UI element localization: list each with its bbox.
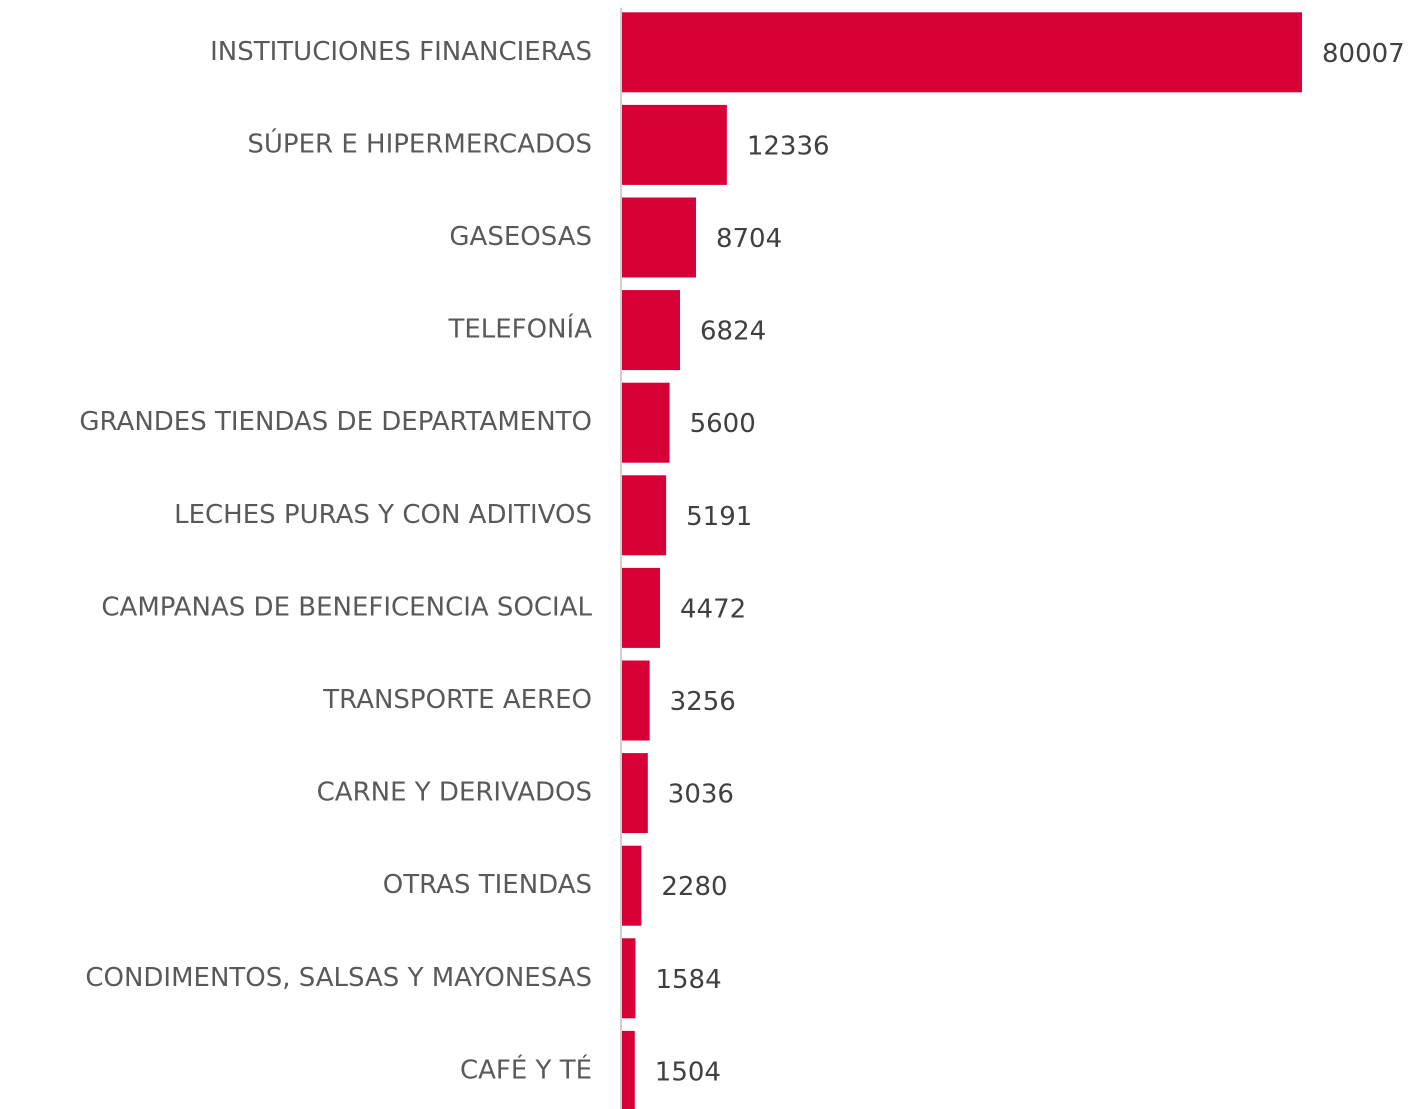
category-label: CAFÉ Y TÉ [460, 1053, 592, 1085]
value-label: 5191 [686, 502, 752, 532]
category-label: CAMPANAS DE BENEFICENCIA SOCIAL [101, 592, 592, 622]
category-label: CONDIMENTOS, SALSAS Y MAYONESAS [85, 963, 592, 993]
bar [622, 660, 650, 741]
category-label: TRANSPORTE AEREO [322, 685, 592, 715]
value-label: 4472 [680, 594, 746, 624]
bar [622, 475, 667, 556]
value-label: 2280 [661, 872, 727, 902]
category-label: GASEOSAS [449, 222, 592, 252]
bar [622, 197, 696, 278]
value-label: 80007 [1322, 39, 1405, 69]
bar [622, 12, 1302, 93]
category-label: OTRAS TIENDAS [383, 870, 592, 900]
value-label: 3256 [670, 687, 736, 717]
value-label: 1504 [655, 1057, 721, 1087]
bar [622, 845, 642, 926]
bar [622, 1030, 635, 1109]
value-label: 1584 [655, 965, 721, 995]
bar [622, 290, 680, 371]
category-label: CARNE Y DERIVADOS [317, 778, 592, 808]
bar [622, 938, 636, 1019]
category-label: INSTITUCIONES FINANCIERAS [210, 37, 592, 67]
value-label: 3036 [668, 780, 734, 810]
category-label: SÚPER E HIPERMERCADOS [247, 127, 592, 159]
bar [622, 567, 661, 648]
value-label: 5600 [690, 409, 756, 439]
category-label: LECHES PURAS Y CON ADITIVOS [174, 500, 592, 530]
value-label: 8704 [716, 224, 782, 254]
bar [622, 382, 670, 463]
value-label: 12336 [747, 131, 830, 161]
bar [622, 104, 727, 185]
value-label: 6824 [700, 317, 766, 347]
category-label: TELEFONÍA [447, 313, 592, 345]
bar [622, 753, 648, 834]
category-label: GRANDES TIENDAS DE DEPARTAMENTO [79, 407, 592, 437]
